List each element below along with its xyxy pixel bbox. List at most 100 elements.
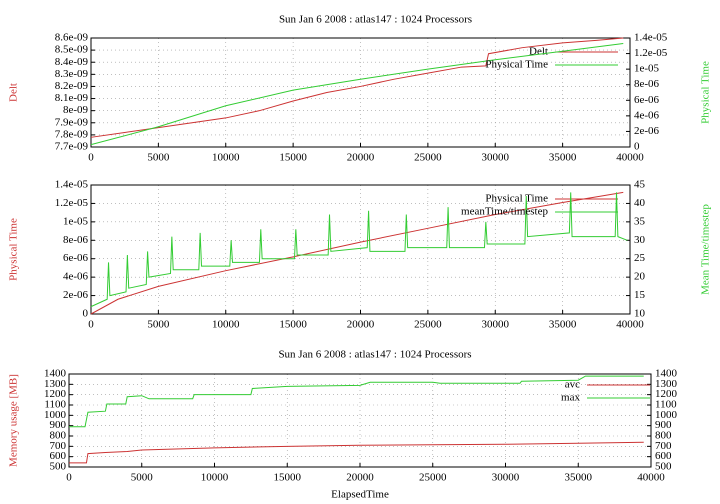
plot-frame <box>90 184 631 315</box>
y2-tick-label: 8e-06 <box>634 78 660 90</box>
chart-title: Sun Jan 6 2008 : atlas147 : 1024 Process… <box>279 14 472 26</box>
y2-tick-label: 1000 <box>655 409 678 421</box>
y-tick-label: 1.4e-05 <box>55 179 89 191</box>
x-tick-label: 25000 <box>414 152 442 164</box>
series-line <box>69 441 644 464</box>
x-tick-label: 5000 <box>131 472 154 484</box>
x-axis-label: ElapsedTime <box>331 489 389 501</box>
x-tick-label: 0 <box>88 319 94 331</box>
series-line <box>69 375 644 428</box>
x-tick-label: 30000 <box>482 319 510 331</box>
x-tick-label: 20000 <box>346 472 374 484</box>
y2-tick-label: 700 <box>655 440 672 452</box>
y-axis-label: Delt <box>8 83 20 102</box>
legend-label: Physical Time <box>485 193 548 205</box>
x-tick-label: 10000 <box>201 472 229 484</box>
series-line <box>90 192 628 308</box>
x-tick-label: 15000 <box>279 319 307 331</box>
legend-label: max <box>561 392 580 404</box>
plot-frame <box>68 373 652 468</box>
x-tick-label: 25000 <box>419 472 447 484</box>
y-tick-label: 1100 <box>44 399 66 411</box>
y2-tick-label: 1400 <box>655 368 678 380</box>
legend-label: Physical Time <box>485 59 548 71</box>
y-tick-label: 500 <box>50 461 67 473</box>
y-tick-label: 1.2e-05 <box>55 197 89 209</box>
y-tick-label: 6e-06 <box>63 252 89 264</box>
x-tick-label: 20000 <box>347 152 375 164</box>
x-tick-label: 30000 <box>482 152 510 164</box>
y-tick-label: 1300 <box>44 378 67 390</box>
x-tick-label: 5000 <box>147 319 170 331</box>
legend-label: Delt <box>529 46 548 58</box>
x-tick-label: 25000 <box>414 319 442 331</box>
y-tick-label: 8.2e-09 <box>55 80 89 92</box>
y-tick-label: 8.5e-09 <box>55 44 89 56</box>
y2-tick-label: 600 <box>655 450 672 462</box>
y-tick-label: 1000 <box>44 409 67 421</box>
y2-axis-label: Physical Time <box>700 61 712 124</box>
y2-tick-label: 2e-06 <box>634 125 660 137</box>
y-tick-label: 800 <box>50 430 67 442</box>
y-tick-label: 8.1e-09 <box>55 92 89 104</box>
y2-tick-label: 1e-05 <box>634 63 660 75</box>
x-tick-label: 5000 <box>147 152 170 164</box>
x-tick-label: 40000 <box>616 319 644 331</box>
y2-tick-label: 4e-06 <box>634 109 660 121</box>
y-tick-label: 8e-09 <box>63 104 89 116</box>
y2-tick-label: 35 <box>634 215 646 227</box>
y2-tick-label: 1100 <box>655 399 677 411</box>
y-tick-label: 1e-05 <box>63 215 89 227</box>
y2-tick-label: 1.2e-05 <box>634 47 668 59</box>
y-tick-label: 7.7e-09 <box>55 141 89 153</box>
legend-label: avc <box>565 379 580 391</box>
y-tick-label: 8.6e-09 <box>55 32 89 44</box>
y2-tick-label: 1200 <box>655 388 678 400</box>
y-tick-label: 8e-06 <box>63 234 89 246</box>
y2-axis-label: Mean Time/timestep <box>700 204 712 295</box>
series-line <box>90 42 624 146</box>
y2-tick-label: 1.4e-05 <box>634 32 668 44</box>
x-tick-label: 35000 <box>549 152 577 164</box>
y-tick-label: 600 <box>50 450 67 462</box>
y2-tick-label: 6e-06 <box>634 94 660 106</box>
x-tick-label: 10000 <box>212 319 240 331</box>
y2-tick-label: 20 <box>634 271 646 283</box>
y-tick-label: 7.8e-09 <box>55 128 89 140</box>
y-tick-label: 1400 <box>44 368 67 380</box>
y2-tick-label: 45 <box>634 179 646 191</box>
y-tick-label: 900 <box>50 419 67 431</box>
x-tick-label: 35000 <box>565 472 593 484</box>
x-tick-label: 0 <box>88 152 94 164</box>
y2-tick-label: 800 <box>655 430 672 442</box>
y2-tick-label: 1300 <box>655 378 678 390</box>
y2-tick-label: 10 <box>634 308 646 320</box>
y2-tick-label: 500 <box>655 461 672 473</box>
x-tick-label: 35000 <box>549 319 577 331</box>
y2-tick-label: 0 <box>634 141 640 153</box>
x-tick-label: 15000 <box>274 472 302 484</box>
x-tick-label: 30000 <box>492 472 520 484</box>
x-tick-label: 40000 <box>616 152 644 164</box>
chart-title: Sun Jan 6 2008 : atlas147 : 1024 Process… <box>278 349 471 361</box>
x-tick-label: 15000 <box>279 152 307 164</box>
y-tick-label: 1200 <box>44 388 67 400</box>
y2-tick-label: 40 <box>634 197 646 209</box>
plot-frame <box>90 37 631 148</box>
y-tick-label: 700 <box>50 440 67 452</box>
y-tick-label: 0 <box>83 308 89 320</box>
x-tick-label: 10000 <box>212 152 240 164</box>
y-axis-label: Physical Time <box>8 218 20 281</box>
series-line <box>90 37 624 138</box>
y-axis-label: Memory usage [MB] <box>8 374 20 467</box>
y2-tick-label: 900 <box>655 419 672 431</box>
y-tick-label: 2e-06 <box>63 289 89 301</box>
y2-tick-label: 25 <box>634 252 646 264</box>
series-line <box>90 191 624 315</box>
y2-tick-label: 30 <box>634 234 646 246</box>
y-tick-label: 7.9e-09 <box>55 116 89 128</box>
x-tick-label: 20000 <box>347 319 375 331</box>
y2-tick-label: 15 <box>634 289 646 301</box>
y-tick-label: 8.4e-09 <box>55 56 89 68</box>
